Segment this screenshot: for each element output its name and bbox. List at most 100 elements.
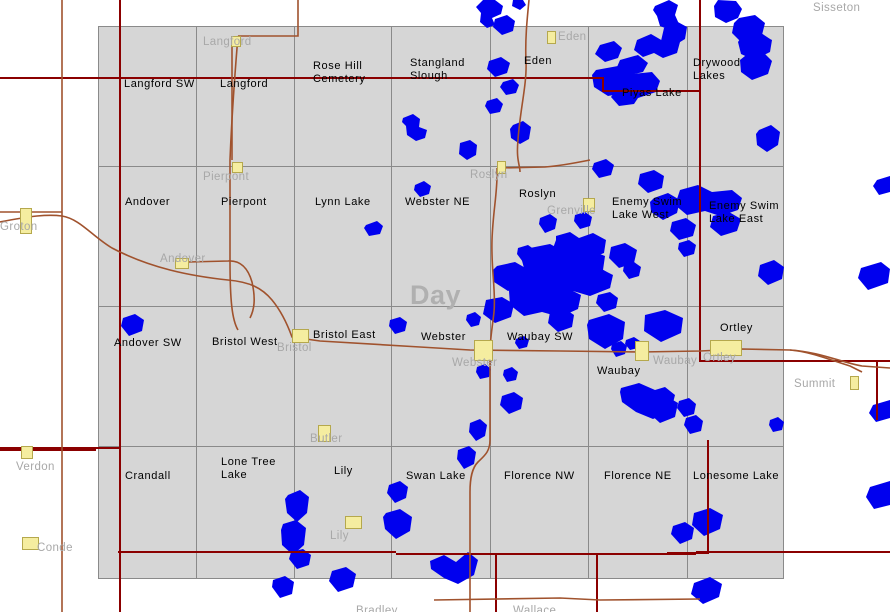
quad-label-piyas-lake: Piyas Lake <box>622 87 682 100</box>
quad-label-line: Drywood <box>693 57 741 69</box>
grid-line-horizontal <box>98 166 784 167</box>
quad-label-lily: Lily <box>334 465 353 478</box>
county-boundary-line <box>0 77 604 79</box>
town-label-bradley: Bradley <box>356 605 398 612</box>
quad-label-eden: Eden <box>524 55 552 68</box>
county-boundary-line <box>602 90 700 92</box>
town-label-andover: Andover <box>160 253 206 265</box>
county-boundary-line <box>699 0 701 92</box>
town-label-lily: Lily <box>330 530 349 542</box>
quad-label-line: Lake West <box>612 209 670 221</box>
quad-label-line: Enemy Swim <box>612 196 683 208</box>
quad-label-florence-ne: Florence NE <box>604 470 672 483</box>
grid-line-horizontal <box>98 446 784 447</box>
town-marker[interactable] <box>710 340 742 356</box>
town-marker[interactable] <box>318 425 331 442</box>
quad-label-line: Webster <box>421 331 466 343</box>
grid-line-vertical <box>687 26 688 579</box>
county-boundary-line <box>876 360 878 420</box>
quad-label-line: Swan Lake <box>406 470 466 482</box>
county-boundary-line <box>667 552 707 554</box>
quad-label-line: Slough <box>410 70 448 82</box>
quad-label-lynn-lake: Lynn Lake <box>315 196 371 209</box>
quad-label-webster: Webster <box>421 331 466 344</box>
town-label-eden: Eden <box>558 31 587 43</box>
quad-label-line: Andover SW <box>114 337 182 349</box>
quad-label-line: Lynn Lake <box>315 196 371 208</box>
county-boundary-line <box>0 447 120 449</box>
town-marker[interactable] <box>292 329 309 343</box>
quad-label-roslyn: Roslyn <box>519 188 556 201</box>
quad-label-andover: Andover <box>125 196 170 209</box>
quad-label-line: Enemy Swim <box>709 200 780 212</box>
town-label-roslyn: Roslyn <box>470 169 508 181</box>
quad-label-crandall: Crandall <box>125 470 171 483</box>
county-boundary-line <box>602 77 604 91</box>
quad-label-andover-sw: Andover SW <box>114 337 182 350</box>
town-marker[interactable] <box>20 208 32 234</box>
quad-label-line: Rose Hill <box>313 60 363 72</box>
quad-label-swan-lake: Swan Lake <box>406 470 466 483</box>
quad-label-webster-ne: Webster NE <box>405 196 470 209</box>
county-boundary-line <box>699 90 701 362</box>
quad-label-line: Waubay <box>597 365 641 377</box>
town-marker[interactable] <box>583 198 595 212</box>
quad-label-drywood-lakes: Drywood Lakes <box>693 57 741 83</box>
quad-label-enemy-swim-lake-west: Enemy Swim Lake West <box>612 196 682 222</box>
grid-line-vertical <box>391 26 392 579</box>
quad-label-line: Florence NE <box>604 470 672 482</box>
quad-label-bristol-east: Bristol East <box>313 329 376 342</box>
grid-line-vertical <box>588 26 589 579</box>
county-boundary-line <box>119 0 121 612</box>
town-marker[interactable] <box>345 516 362 529</box>
quad-label-florence-nw: Florence NW <box>504 470 575 483</box>
quad-label-line: Bristol East <box>313 329 376 341</box>
town-marker[interactable] <box>497 161 506 174</box>
quad-label-pierpont: Pierpont <box>221 196 267 209</box>
town-marker[interactable] <box>231 36 241 47</box>
quad-label-line: Lake <box>221 469 248 481</box>
quad-label-ortley: Ortley <box>720 322 753 335</box>
town-marker[interactable] <box>22 537 39 550</box>
town-label-summit: Summit <box>794 378 836 390</box>
quad-label-langford-sw: Langford SW <box>124 78 195 91</box>
town-marker[interactable] <box>474 340 493 361</box>
grid-line-vertical <box>196 26 197 579</box>
county-watermark-label: Day <box>410 280 462 310</box>
quad-label-line: Florence NW <box>504 470 575 482</box>
town-marker[interactable] <box>21 446 33 459</box>
quad-label-line: Waubay SW <box>507 331 574 343</box>
town-label-pierpont: Pierpont <box>203 171 250 183</box>
quad-label-line: Lily <box>334 465 353 477</box>
town-marker[interactable] <box>850 376 859 390</box>
town-marker[interactable] <box>232 162 243 173</box>
county-boundary-line <box>707 440 709 554</box>
county-boundary-line <box>118 551 396 553</box>
quad-label-waubay-sw: Waubay SW <box>507 331 573 344</box>
quad-label-line: Langford <box>220 78 269 90</box>
quad-label-line: Bristol West <box>212 336 278 348</box>
quad-label-line: Ortley <box>720 322 753 334</box>
town-label-langford: Langford <box>203 36 252 48</box>
quad-label-lone-tree-lake: Lone Tree Lake <box>221 456 276 482</box>
town-label-ortley: Ortley <box>703 352 737 364</box>
quad-label-line: Lone Tree <box>221 456 276 468</box>
town-marker[interactable] <box>547 31 556 44</box>
town-label-wallace: Wallace <box>513 605 557 612</box>
quad-label-enemy-swim-lake-east: Enemy Swim Lake East <box>709 200 779 226</box>
town-label-webster: Webster <box>452 357 498 369</box>
quad-label-line: Langford SW <box>124 78 195 90</box>
quad-label-line: Lake East <box>709 213 764 225</box>
town-label-verdon: Verdon <box>16 461 55 473</box>
county-boundary-line <box>495 553 497 612</box>
quad-label-waubay: Waubay <box>597 365 641 378</box>
quad-label-line: Stangland <box>410 57 465 69</box>
town-marker[interactable] <box>175 258 189 269</box>
town-label-conde: Conde <box>37 542 73 554</box>
quad-label-line: Webster NE <box>405 196 471 208</box>
quad-label-line: Pierpont <box>221 196 267 208</box>
county-boundary-line <box>396 553 696 555</box>
town-marker[interactable] <box>635 341 649 361</box>
quad-label-line: Lakes <box>693 70 726 82</box>
